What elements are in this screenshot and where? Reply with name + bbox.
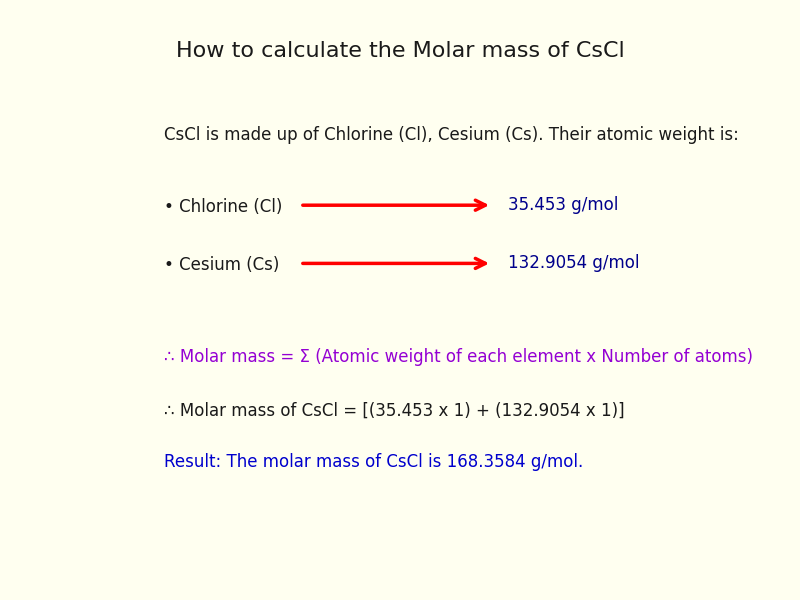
- Text: ∴ Molar mass = Σ (Atomic weight of each element x Number of atoms): ∴ Molar mass = Σ (Atomic weight of each …: [164, 348, 753, 366]
- Text: How to calculate the Molar mass of CsCl: How to calculate the Molar mass of CsCl: [176, 41, 624, 61]
- Text: • Chlorine (Cl): • Chlorine (Cl): [164, 198, 282, 216]
- Text: Result: The molar mass of CsCl is 168.3584 g/mol.: Result: The molar mass of CsCl is 168.35…: [164, 453, 583, 471]
- Text: ∴ Molar mass of CsCl = [(35.453 x 1) + (132.9054 x 1)]: ∴ Molar mass of CsCl = [(35.453 x 1) + (…: [164, 402, 625, 420]
- Text: • Cesium (Cs): • Cesium (Cs): [164, 256, 279, 274]
- Text: CsCl is made up of Chlorine (Cl), Cesium (Cs). Their atomic weight is:: CsCl is made up of Chlorine (Cl), Cesium…: [164, 126, 739, 144]
- Text: 35.453 g/mol: 35.453 g/mol: [508, 196, 618, 214]
- Text: 132.9054 g/mol: 132.9054 g/mol: [508, 254, 639, 272]
